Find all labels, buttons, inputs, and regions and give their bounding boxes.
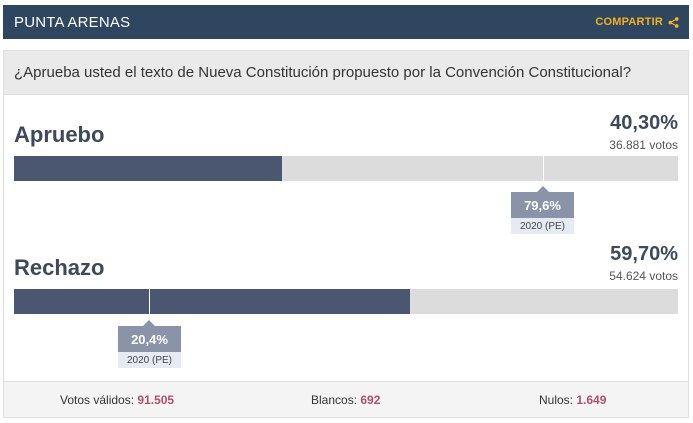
option-apruebo: Apruebo 40,30% 36.881 votos 79,6% 2020 (… (4, 106, 688, 234)
totals-footer: Votos válidos: 91.505 Blancos: 692 Nulos… (4, 381, 688, 417)
share-icon (668, 16, 679, 28)
previous-result-arrow (143, 320, 155, 326)
option-name: Rechazo (14, 255, 105, 280)
share-label: COMPARTIR (595, 16, 663, 28)
valid-votes-value: 91.505 (137, 393, 175, 407)
results-card: ¿Aprueba usted el texto de Nueva Constit… (3, 50, 689, 418)
option-name: Apruebo (14, 122, 105, 147)
previous-result-value: 79,6% (511, 192, 574, 218)
previous-result-arrow (537, 186, 549, 192)
null-votes: Nulos: 1.649 (539, 393, 606, 407)
blank-votes-label: Blancos: (311, 393, 358, 407)
location-header: PUNTA ARENAS COMPARTIR (3, 5, 689, 39)
blank-votes-value: 692 (360, 393, 381, 407)
previous-result-caption: 2020 (PE) (511, 218, 574, 234)
blank-votes: Blancos: 692 (311, 393, 380, 407)
option-percent: 59,70% (610, 243, 678, 265)
vote-bar (14, 289, 678, 320)
previous-result-value: 20,4% (118, 326, 181, 352)
valid-votes-label: Votos válidos: (60, 393, 135, 407)
option-votes: 36.881 votos (609, 138, 678, 152)
vote-bar (14, 156, 678, 186)
previous-result-caption: 2020 (PE) (118, 352, 181, 368)
previous-result-line (149, 289, 150, 320)
location-title: PUNTA ARENAS (14, 13, 131, 31)
previous-result-line (543, 156, 544, 186)
option-rechazo: Rechazo 59,70% 54.624 votos 20,4% 2020 (… (4, 241, 688, 368)
vote-bar-fill (14, 289, 410, 314)
option-percent: 40,30% (610, 112, 678, 134)
option-votes: 54.624 votos (609, 269, 678, 283)
null-votes-value: 1.649 (576, 393, 607, 407)
valid-votes: Votos válidos: 91.505 (60, 393, 174, 407)
null-votes-label: Nulos: (539, 393, 574, 407)
share-button[interactable]: COMPARTIR (595, 16, 679, 28)
question-text: ¿Aprueba usted el texto de Nueva Constit… (4, 51, 688, 95)
vote-bar-fill (14, 156, 282, 181)
